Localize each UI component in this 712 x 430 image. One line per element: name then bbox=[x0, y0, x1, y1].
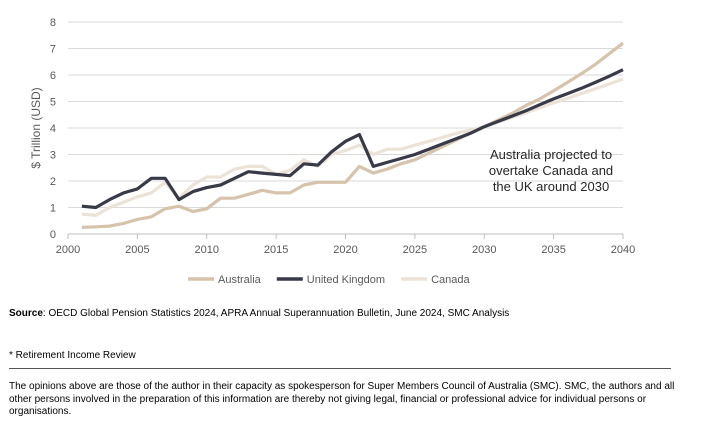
source-text: : OECD Global Pension Statistics 2024, A… bbox=[42, 308, 510, 319]
x-tick-label: 2025 bbox=[403, 244, 427, 256]
y-tick-label: 1 bbox=[50, 203, 56, 215]
legend-label: United Kingdom bbox=[307, 274, 385, 286]
disclaimer: The opinions above are those of the auth… bbox=[9, 381, 675, 417]
series-line-australia bbox=[81, 41, 624, 229]
annotation-line: overtake Canada and bbox=[489, 163, 613, 178]
y-tick-label: 5 bbox=[50, 97, 56, 109]
y-tick-label: 0 bbox=[50, 229, 56, 241]
x-tick-label: 2035 bbox=[541, 244, 565, 256]
legend-label: Australia bbox=[218, 274, 262, 286]
divider bbox=[9, 368, 671, 369]
x-tick-label: 2030 bbox=[472, 244, 496, 256]
legend-label: Canada bbox=[431, 274, 470, 286]
y-axis-label: $ Trillion (USD) bbox=[29, 87, 43, 168]
x-tick-label: 2040 bbox=[611, 244, 635, 256]
x-tick-label: 2005 bbox=[125, 244, 149, 256]
x-tick-label: 2020 bbox=[333, 244, 357, 256]
source-label: Source bbox=[9, 308, 43, 319]
annotation-line: Australia projected to bbox=[490, 147, 612, 162]
y-tick-label: 3 bbox=[50, 150, 56, 162]
y-tick-label: 7 bbox=[50, 44, 56, 56]
y-tick-label: 2 bbox=[50, 176, 56, 188]
y-tick-label: 8 bbox=[50, 17, 56, 29]
x-tick-label: 2015 bbox=[264, 244, 288, 256]
y-tick-label: 4 bbox=[50, 123, 56, 135]
x-tick-label: 2000 bbox=[56, 244, 80, 256]
annotation-line: the UK around 2030 bbox=[493, 179, 609, 194]
x-tick-label: 2010 bbox=[195, 244, 219, 256]
source-line: Source: OECD Global Pension Statistics 2… bbox=[9, 308, 509, 319]
series-line-united-kingdom bbox=[81, 68, 624, 210]
line-chart: 0 1 2 3 4 5 6 7 8 2000 2005 2010 2015 2020 2025 2030 203… bbox=[29, 17, 635, 286]
footnote: * Retirement Income Review bbox=[9, 350, 136, 361]
y-tick-label: 6 bbox=[50, 70, 56, 82]
